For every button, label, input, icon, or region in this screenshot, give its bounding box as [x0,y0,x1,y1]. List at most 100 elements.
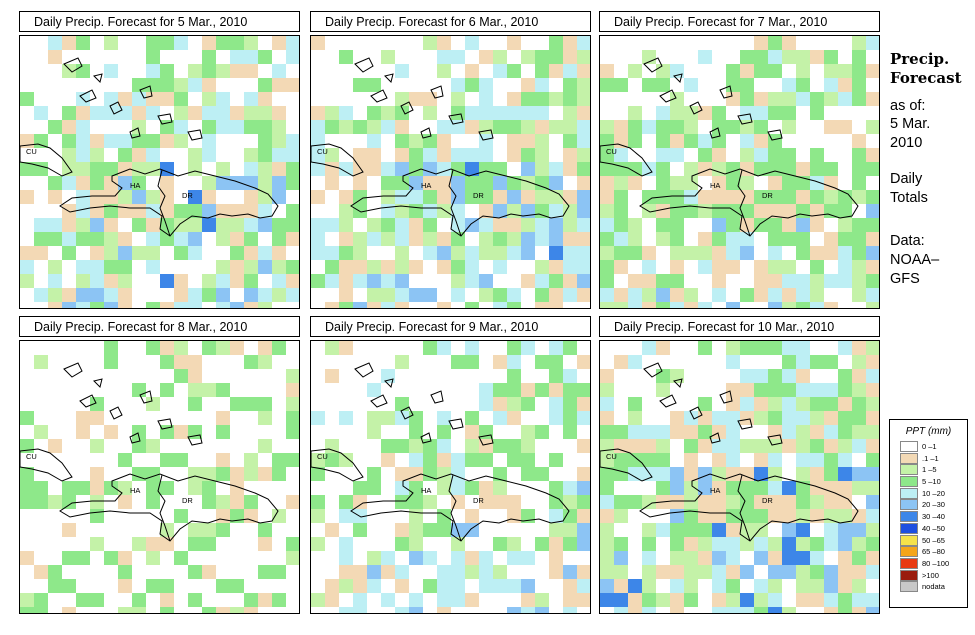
bahamas-coastline [93,73,103,83]
precip-cell [353,274,367,288]
precip-cell [90,593,104,607]
precip-cell [852,246,866,260]
precip-cell [409,537,423,551]
precip-cell [852,397,866,411]
precip-cell [698,425,712,439]
precip-cell [768,204,782,218]
precip-cell [670,467,684,481]
precip-cell [353,302,367,308]
precip-cell [577,246,590,260]
precip-cell [272,36,286,50]
precip-cell [656,232,670,246]
precip-cell [48,176,62,190]
precip-cell [577,593,590,607]
precip-cell [563,383,577,397]
precip-cell [479,551,493,565]
precip-cell [174,425,188,439]
precip-cell [726,176,740,190]
precip-cell [76,36,90,50]
precip-cell [423,218,437,232]
precip-cell [507,120,521,134]
precip-cell [600,551,614,565]
precip-cell [216,162,230,176]
precip-cell [614,232,628,246]
precip-cell [600,369,614,383]
precip-cell [810,411,824,425]
precip-cell [535,78,549,92]
legend-item: 20 –30 [890,499,967,511]
precip-cell [521,106,535,120]
precip-cell [437,453,451,467]
precip-cell [754,453,768,467]
precip-cell [726,120,740,134]
bahamas-coastline [689,406,703,420]
precip-cell [48,274,62,288]
precip-cell [146,341,160,355]
precip-cell [325,274,339,288]
precip-cell [600,425,614,439]
precip-cell [48,302,62,308]
precip-cell [670,509,684,523]
precip-cell [118,481,132,495]
precip-cell [258,78,272,92]
precip-cell [698,134,712,148]
precip-cell [852,369,866,383]
precip-cell [188,190,202,204]
precip-cell [62,246,76,260]
panel-title: Daily Precip. Forecast for 7 Mar., 2010 [599,11,880,32]
precip-cell [188,302,202,308]
precip-cell [493,481,507,495]
precip-cell [754,439,768,453]
precip-cell [866,425,879,439]
precip-cell [754,495,768,509]
precip-cell [202,565,216,579]
precip-cell [423,453,437,467]
precip-cell [698,232,712,246]
precip-cell [202,607,216,613]
precip-cell [507,607,521,613]
precip-cell [325,260,339,274]
precip-map: CU HA DR [599,35,880,309]
precip-cell [810,383,824,397]
precip-cell [188,397,202,411]
precip-cell [451,551,465,565]
precip-cell [76,481,90,495]
precip-cell [202,106,216,120]
precip-cell [521,78,535,92]
precip-cell [286,288,299,302]
precip-cell [409,593,423,607]
precip-cell [216,64,230,78]
precip-cell [451,78,465,92]
precip-cell [465,78,479,92]
precip-cell [782,204,796,218]
precip-cell [451,106,465,120]
precip-cell [712,106,726,120]
precip-cell [90,288,104,302]
precip-cell [423,232,437,246]
precip-cell [465,411,479,425]
precip-cell [311,509,325,523]
precip-cell [118,579,132,593]
precip-cell [614,162,628,176]
precip-cell [479,579,493,593]
precip-cell [768,218,782,232]
precip-cell [76,593,90,607]
precip-cell [712,274,726,288]
legend-label: 40 –50 [922,523,945,533]
precip-cell [754,537,768,551]
precip-cell [311,411,325,425]
haiti-dr-border [737,474,751,542]
precip-cell [118,288,132,302]
precip-cell [62,232,76,246]
precip-cell [698,246,712,260]
bahamas-coastline [420,127,432,139]
precip-cell [782,355,796,369]
precip-cell [367,551,381,565]
precip-cell [740,64,754,78]
precip-cell [684,523,698,537]
precip-cell [132,467,146,481]
precip-cell [104,218,118,232]
precip-cell [810,593,824,607]
precip-cell [160,92,174,106]
precip-cell [740,523,754,537]
